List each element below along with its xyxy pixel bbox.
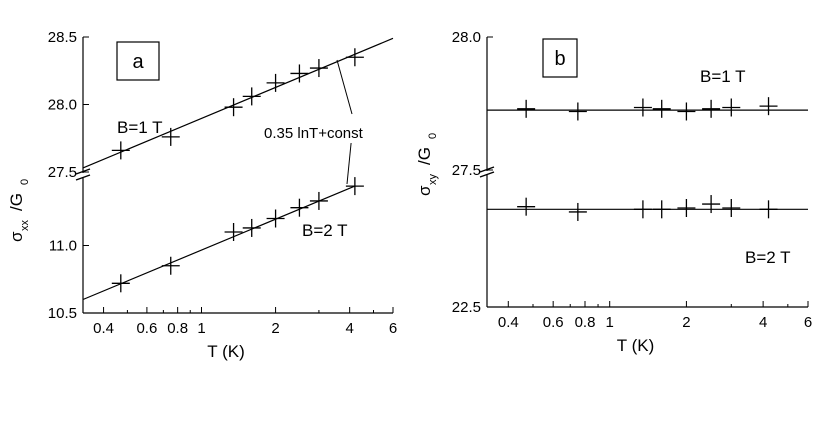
y-tick-label: 28.0 [48, 97, 77, 114]
y-label-sigma: σ [415, 185, 434, 196]
data-point [517, 99, 536, 118]
panel-label: a [132, 51, 144, 73]
panel-a: 0.4 0.6 0.8 1 2 4 6 27.5 28.0 28.5 10.5 11.0 T (K) σx… [7, 29, 397, 361]
data-point [633, 200, 652, 219]
x-tick-label: 0.6 [543, 314, 564, 331]
data-point [242, 218, 261, 237]
data-point [161, 127, 180, 146]
y-label-subscript: xy [427, 174, 439, 186]
panel-label: b [554, 48, 565, 70]
y-label-subscript: xx [19, 220, 31, 232]
annotation-bg [262, 121, 396, 143]
x-tick-label: 1 [606, 314, 614, 331]
data-point [722, 199, 741, 217]
data-point [242, 87, 261, 106]
x-tick-label: 0.8 [167, 320, 188, 337]
data-point [568, 102, 587, 121]
y-label-over: /G [7, 193, 26, 211]
data-point [309, 191, 328, 210]
panel-b: 0.4 0.6 0.8 1 2 4 6 27.5 28.0 22.5 T (K) σxy/G 0 b B=1… [415, 29, 812, 355]
data-point [633, 98, 652, 117]
data-point [266, 209, 285, 228]
panel-label-box [542, 38, 578, 78]
data-point [224, 98, 243, 117]
y-tick-label: 27.5 [452, 162, 481, 179]
y-tick-label: 27.5 [48, 164, 77, 181]
y-label-over-subscript: 0 [427, 133, 439, 139]
panel-label-box [116, 41, 160, 81]
data-point [677, 199, 696, 217]
data-point [677, 102, 696, 121]
y-axis-label: σxx/G 0 [7, 179, 31, 242]
x-axis-label: T (K) [207, 342, 244, 361]
axis-break-mark [479, 171, 495, 178]
fit-line [82, 185, 356, 301]
data-point [652, 99, 671, 118]
data-point [568, 202, 587, 221]
axis-break-mark [75, 174, 91, 181]
data-point [702, 99, 721, 118]
data-point [111, 141, 130, 160]
data-point [290, 198, 309, 217]
x-tick-label: 0.6 [136, 320, 157, 337]
data-point [517, 197, 536, 216]
x-tick-label: 0.4 [93, 320, 114, 337]
y-label-over-subscript: 0 [19, 179, 31, 185]
fit-line [82, 37, 394, 169]
x-tick-label: 2 [271, 320, 279, 337]
data-point [224, 223, 243, 241]
fit-annotation: 0.35 lnT+const [264, 125, 364, 142]
data-point [345, 177, 364, 196]
y-tick-label: 22.5 [452, 299, 481, 316]
annotation-leader [336, 59, 353, 115]
x-tick-label: 0.4 [498, 314, 519, 331]
y-tick-label: 28.0 [452, 29, 481, 46]
x-tick-label: 2 [682, 314, 690, 331]
y-label-over: /G [415, 147, 434, 165]
x-tick-label: 1 [197, 320, 205, 337]
y-label-sigma: σ [7, 231, 26, 242]
data-point [702, 195, 721, 214]
series-label: B=1 T [700, 67, 746, 86]
series-label: B=2 T [745, 248, 791, 267]
series-label: B=1 T [117, 118, 163, 137]
data-point [266, 73, 285, 92]
data-point [309, 59, 328, 78]
data-point [652, 200, 671, 219]
x-tick-label: 4 [345, 320, 353, 337]
data-point [759, 200, 778, 219]
x-tick-label: 0.8 [575, 314, 596, 331]
series-label: B=2 T [302, 221, 348, 240]
x-axis-label: T (K) [617, 336, 654, 355]
data-point [290, 64, 309, 83]
x-tick-label: 6 [389, 320, 397, 337]
x-tick-label: 4 [759, 314, 767, 331]
y-tick-label: 10.5 [48, 305, 77, 322]
data-point [345, 48, 364, 67]
y-tick-label: 28.5 [48, 29, 77, 46]
data-point [161, 256, 180, 275]
x-tick-label: 6 [804, 314, 812, 331]
y-tick-label: 11.0 [49, 238, 77, 255]
y-axis-label: σxy/G 0 [415, 133, 439, 196]
data-point [759, 97, 778, 116]
data-point [722, 98, 741, 117]
data-point [111, 274, 130, 293]
